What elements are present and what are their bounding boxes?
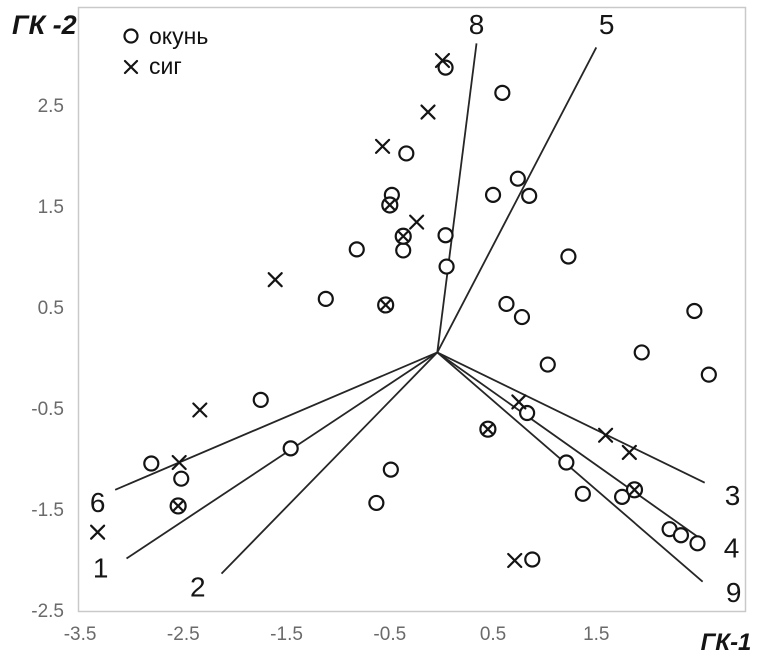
- data-point-circle: [282, 440, 299, 457]
- data-point-circle: [633, 344, 650, 361]
- legend-circle-marker-icon: [123, 28, 139, 44]
- loading-vectors-layer: 1 2 3 4 5 6 8 9: [90, 9, 742, 608]
- data-point-x: [420, 104, 436, 120]
- data-point-circle: [614, 488, 631, 505]
- data-point-circle: [317, 290, 334, 307]
- legend-item-okun-label: окунь: [149, 23, 208, 49]
- data-point-circle: [173, 470, 190, 487]
- data-points-layer: [90, 52, 717, 569]
- x-tick-label: 0.5: [480, 624, 506, 645]
- x-tick-label: 1.5: [583, 624, 609, 645]
- vector-label-8: 8: [469, 9, 485, 40]
- axis-ticks-layer: -3.5 -2.5 -1.5 -0.5 0.5 1.52.51.50.5-0.5-1.5-…: [31, 96, 609, 645]
- vector-label-2: 2: [190, 572, 206, 603]
- data-point-x: [374, 138, 391, 154]
- data-point-circle-x-cross: [481, 423, 494, 436]
- data-point-x: [267, 272, 283, 288]
- vector-line-8: [436, 43, 478, 353]
- data-point-circle: [368, 494, 385, 512]
- data-point-circle: [560, 248, 577, 265]
- data-point-circle: [689, 535, 706, 552]
- x-axis-title: ГК-1: [701, 629, 752, 656]
- vector-line-1: [126, 351, 438, 560]
- data-point-circle: [574, 485, 591, 502]
- y-tick-label: -1.5: [31, 500, 64, 521]
- vector-label-5: 5: [599, 9, 615, 40]
- vector-line-6: [114, 351, 438, 491]
- vector-label-1: 1: [93, 553, 109, 584]
- vector-line-3: [436, 351, 706, 484]
- data-point-x: [597, 427, 614, 443]
- data-point-circle: [143, 455, 160, 472]
- data-point-x: [434, 52, 451, 69]
- y-tick-label: 1.5: [38, 197, 64, 218]
- vector-label-6: 6: [90, 487, 106, 518]
- y-axis-title: ГК -2: [12, 10, 77, 40]
- legend: окунь сиг: [123, 23, 208, 79]
- vector-label-9: 9: [726, 577, 742, 608]
- data-point-circle: [437, 59, 454, 76]
- data-point-circle: [686, 302, 703, 320]
- x-tick-label: -1.5: [270, 624, 303, 645]
- x-tick-label: -2.5: [167, 624, 200, 645]
- data-point-x: [511, 394, 527, 410]
- data-point-circle: [437, 227, 454, 244]
- data-point-circle: [539, 356, 556, 373]
- data-point-x: [192, 402, 208, 418]
- data-point-circle: [438, 258, 455, 275]
- data-point-circle: [484, 186, 502, 203]
- y-tick-label: -2.5: [31, 601, 64, 622]
- vector-line-5: [436, 46, 598, 353]
- data-point-circle-x-cross: [397, 230, 410, 243]
- data-point-x: [507, 552, 523, 569]
- data-point-circle: [558, 454, 575, 471]
- data-point-circle: [513, 308, 531, 326]
- data-point-circle: [509, 170, 526, 187]
- legend-item-sig-label: сиг: [149, 53, 182, 79]
- data-point-circle: [521, 187, 538, 204]
- data-point-x: [171, 454, 187, 471]
- data-point-circle: [672, 527, 690, 544]
- data-point-circle: [395, 242, 412, 259]
- data-point-circle: [398, 145, 415, 162]
- data-point-x: [621, 444, 637, 461]
- x-tick-label: -3.5: [64, 624, 97, 645]
- x-tick-label: -0.5: [373, 624, 406, 645]
- vector-line-4: [436, 351, 704, 542]
- y-tick-label: 0.5: [38, 298, 64, 319]
- vector-label-4: 4: [724, 532, 740, 563]
- data-point-circle: [524, 551, 541, 568]
- data-point-x: [90, 524, 106, 540]
- data-point-circle: [252, 391, 269, 408]
- y-tick-label: -0.5: [31, 399, 64, 420]
- data-point-circle: [519, 404, 536, 422]
- data-point-x: [409, 214, 425, 230]
- vector-line-2: [220, 351, 438, 575]
- y-tick-label: 2.5: [38, 96, 64, 117]
- plot-area-border: [77, 6, 747, 613]
- data-point-circle: [494, 84, 511, 101]
- data-point-circle-x-cross: [628, 483, 641, 496]
- data-point-circle: [348, 241, 365, 258]
- data-point-circle-x-cross: [383, 198, 396, 212]
- vector-label-3: 3: [725, 480, 741, 511]
- data-point-circle-x-cross: [172, 499, 185, 513]
- legend-x-marker-icon: [123, 59, 139, 75]
- data-point-circle-x-cross: [379, 298, 392, 312]
- data-point-circle: [498, 295, 515, 313]
- data-point-circle: [382, 461, 399, 478]
- data-point-circle: [700, 366, 717, 383]
